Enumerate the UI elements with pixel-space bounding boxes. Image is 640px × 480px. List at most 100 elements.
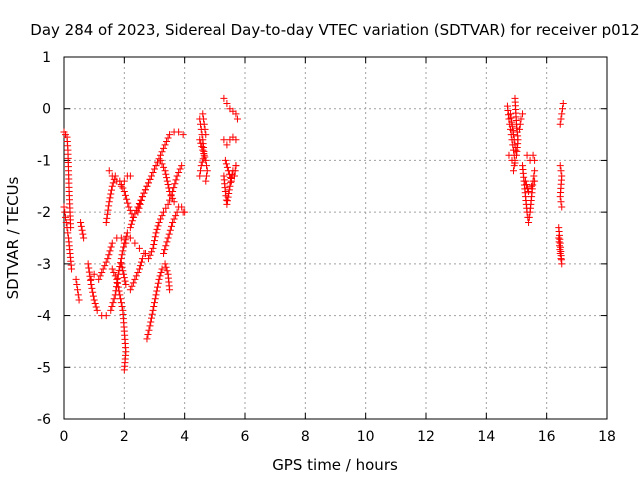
data-point xyxy=(84,260,92,268)
data-point xyxy=(144,255,152,263)
data-point xyxy=(122,232,130,240)
x-tick-label: 2 xyxy=(120,429,129,445)
data-point xyxy=(117,182,125,190)
data-point xyxy=(171,180,179,188)
y-tick-label: -4 xyxy=(37,309,51,325)
data-point xyxy=(509,126,517,134)
data-point xyxy=(162,170,170,178)
data-point xyxy=(103,210,111,218)
data-point xyxy=(224,197,232,205)
data-point xyxy=(123,195,131,203)
data-point xyxy=(517,115,525,123)
data-point xyxy=(225,190,233,198)
data-point xyxy=(166,286,174,294)
data-point xyxy=(128,282,136,290)
data-point xyxy=(137,197,145,205)
data-point xyxy=(154,222,162,230)
data-point xyxy=(147,248,155,256)
data-point xyxy=(141,186,149,194)
data-point xyxy=(167,222,175,230)
data-point xyxy=(558,203,566,211)
data-point xyxy=(113,275,121,283)
data-point xyxy=(169,218,177,226)
data-point xyxy=(90,296,98,304)
data-point xyxy=(505,151,513,159)
data-point xyxy=(61,208,69,216)
data-point xyxy=(163,137,171,145)
data-point xyxy=(79,230,87,238)
data-point xyxy=(199,110,207,118)
data-point xyxy=(108,186,116,194)
data-point xyxy=(135,204,143,212)
y-axis-ticks: 1 0 -1 -2 -3 -4 -5 -6 xyxy=(37,50,607,428)
x-tick-label: 16 xyxy=(538,429,556,445)
data-point xyxy=(102,218,110,226)
data-point xyxy=(523,151,531,159)
data-point xyxy=(202,177,210,185)
data-point xyxy=(118,251,126,259)
data-point xyxy=(172,176,180,184)
data-point xyxy=(157,215,165,223)
y-tick-label: -3 xyxy=(37,257,51,273)
data-point xyxy=(152,229,160,237)
data-point xyxy=(92,303,100,311)
data-point xyxy=(137,258,145,266)
data-point xyxy=(223,141,231,149)
chart-title: Day 284 of 2023, Sidereal Day-to-day VTE… xyxy=(30,21,639,39)
data-point xyxy=(121,277,129,285)
y-axis-label: SDTVAR / TECUs xyxy=(4,176,22,299)
data-point xyxy=(158,148,166,156)
data-point xyxy=(166,187,174,195)
data-point xyxy=(62,218,70,226)
data-point xyxy=(201,153,209,161)
data-point xyxy=(87,275,95,283)
data-point xyxy=(105,198,113,206)
data-point xyxy=(199,146,207,154)
data-point xyxy=(77,222,85,230)
data-point xyxy=(74,291,82,299)
data-point xyxy=(164,181,172,189)
data-point xyxy=(147,314,155,322)
data-point xyxy=(108,182,116,190)
data-point xyxy=(524,184,532,192)
plot-frame xyxy=(63,56,608,420)
data-point xyxy=(140,189,148,197)
data-point xyxy=(85,268,93,276)
data-point xyxy=(509,167,517,175)
data-point xyxy=(531,156,539,164)
data-point xyxy=(113,177,121,185)
data-point xyxy=(105,202,113,210)
data-point xyxy=(157,268,165,276)
data-point xyxy=(516,120,524,128)
data-series-p012 xyxy=(60,94,567,374)
data-point xyxy=(131,239,139,247)
data-point xyxy=(96,272,104,280)
data-point xyxy=(233,115,241,123)
data-point xyxy=(167,191,175,199)
data-point xyxy=(80,234,88,242)
data-point xyxy=(155,155,163,163)
data-point xyxy=(120,270,128,278)
data-point xyxy=(176,165,184,173)
data-point xyxy=(110,295,118,303)
data-point xyxy=(158,265,166,273)
data-point xyxy=(161,260,169,268)
data-point xyxy=(163,267,171,275)
data-point xyxy=(162,263,170,271)
data-point xyxy=(147,318,155,326)
data-point xyxy=(559,100,567,108)
data-point xyxy=(119,247,127,255)
data-point xyxy=(99,265,107,273)
data-point xyxy=(196,172,204,180)
data-point xyxy=(166,226,174,234)
data-point xyxy=(557,167,565,175)
data-point xyxy=(226,182,234,190)
data-point xyxy=(163,238,171,246)
data-point xyxy=(160,208,168,216)
data-point xyxy=(134,208,142,216)
data-point xyxy=(200,115,208,123)
data-point xyxy=(136,200,144,208)
data-point xyxy=(126,206,134,214)
x-axis-label: GPS time / hours xyxy=(272,456,398,474)
